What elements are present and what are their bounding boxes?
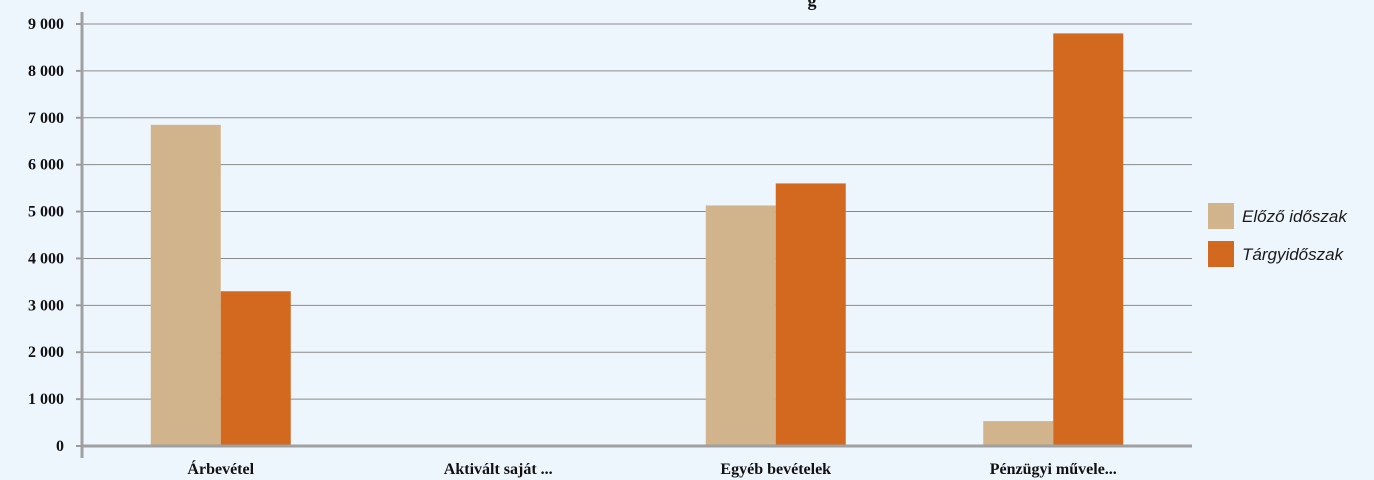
y-tick-label: 2 000 [28,344,64,361]
legend-label: Tárgyidőszak [1242,245,1345,264]
y-tick-label: 5 000 [28,204,64,221]
axes [76,12,1192,458]
y-tick-label: 7 000 [28,110,64,127]
y-tick-label: 9 000 [28,16,64,33]
x-tick-label: Árbevétel [187,459,254,478]
y-tick-label: 4 000 [28,250,64,267]
x-tick-label: Aktivált saját ... [444,461,553,478]
legend-swatch [1208,203,1234,229]
y-tick-label: 0 [56,438,64,455]
x-tick-label: Egyéb bevételek [720,461,831,478]
y-tick-label: 3 000 [28,297,64,314]
legend: Előző időszak Tárgyidőszak [1208,203,1348,267]
chart-title: g [808,0,817,10]
x-tick-label: Pénzügyi művele... [990,461,1117,478]
legend-label: Előző időszak [1242,207,1348,226]
bar [1053,33,1124,446]
tick-labels: 0 1 000 2 000 3 000 4 000 5 000 6 000 7 000 8 00… [28,16,1117,478]
y-tick-label: 1 000 [28,391,64,408]
bar [775,183,846,446]
bar [983,421,1054,446]
legend-swatch [1208,241,1234,267]
bar [150,124,221,447]
y-tick-label: 6 000 [28,157,64,174]
bar [220,291,291,446]
bar [705,205,776,446]
y-tick-label: 8 000 [28,63,64,80]
bars [150,33,1124,447]
